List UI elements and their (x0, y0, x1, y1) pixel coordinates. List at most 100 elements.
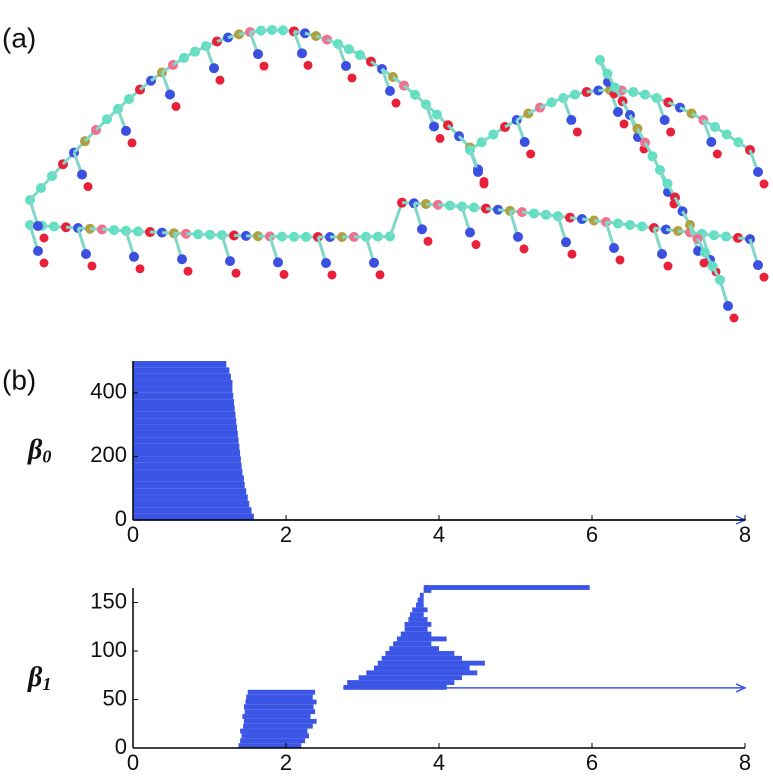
bar (423, 588, 432, 593)
x-tick-label: 8 (739, 750, 751, 775)
y-label-symbol: β (27, 662, 43, 693)
atom (278, 25, 288, 36)
atom (33, 246, 43, 256)
y-tick-label: 100 (90, 637, 127, 662)
arrow-head (735, 683, 747, 693)
bar (133, 361, 227, 368)
atom (297, 48, 307, 59)
bar (133, 430, 238, 438)
bar (133, 507, 252, 514)
bar (133, 367, 230, 374)
atom (279, 269, 289, 279)
bond (388, 202, 404, 237)
atom (177, 254, 187, 265)
bar (419, 592, 424, 598)
atom (83, 182, 93, 192)
atom (81, 248, 91, 259)
bar (241, 733, 309, 739)
bar (133, 500, 250, 508)
bar (133, 399, 234, 406)
bar (242, 714, 311, 719)
bar (389, 646, 439, 652)
atom (273, 257, 283, 268)
atom (347, 73, 357, 83)
x-tick-label: 0 (127, 522, 139, 547)
bar (400, 631, 432, 637)
y-tick-label: 400 (90, 379, 127, 404)
y-tick-label: 0 (115, 506, 127, 531)
bar (245, 699, 317, 705)
atom (619, 119, 629, 129)
atom (659, 115, 670, 126)
y-tick-label: 0 (115, 734, 127, 759)
bar (133, 380, 233, 387)
bar (385, 651, 455, 656)
bar (366, 670, 478, 676)
atom (303, 60, 313, 70)
bar (244, 709, 316, 715)
y-tick-label: 150 (90, 588, 127, 613)
atom (759, 179, 769, 189)
atom (519, 137, 530, 147)
x-tick-label: 8 (739, 522, 751, 547)
atom (613, 107, 623, 117)
atom (129, 251, 139, 262)
atom (729, 313, 739, 323)
bar (133, 424, 238, 431)
x-tick-label: 6 (586, 522, 598, 547)
y-tick-label: 50 (103, 685, 127, 710)
atom (465, 227, 475, 238)
atom (127, 138, 137, 148)
atom (572, 127, 582, 137)
atom (519, 244, 529, 254)
bar (133, 405, 235, 412)
atom (429, 121, 439, 132)
bar (393, 641, 432, 647)
bar (396, 636, 447, 642)
bar (416, 602, 424, 608)
atom (231, 268, 241, 278)
x-tick-label: 4 (433, 750, 445, 775)
x-tick-label: 2 (280, 750, 292, 775)
atom (759, 272, 769, 282)
y-axis-label: β0 (27, 435, 51, 467)
bar (133, 462, 242, 470)
atom (321, 257, 331, 268)
atom (135, 264, 145, 274)
bar (133, 513, 254, 520)
atom (561, 237, 571, 248)
bar (417, 597, 424, 603)
bar (373, 665, 470, 671)
atom (39, 233, 49, 243)
bar (133, 494, 248, 501)
y-label-subscript: 0 (42, 447, 51, 467)
atom (566, 115, 577, 126)
bar (133, 437, 239, 444)
atom (87, 261, 97, 271)
bar (408, 617, 428, 622)
atom (215, 75, 225, 85)
atom (39, 258, 49, 268)
bar (133, 443, 240, 451)
bar (246, 694, 313, 700)
atom (435, 133, 445, 143)
atom (369, 257, 379, 268)
bar (243, 704, 314, 710)
x-tick-label: 2 (280, 522, 292, 547)
bar (377, 660, 485, 666)
bar (133, 475, 244, 482)
atom (526, 149, 536, 159)
molecule-image (25, 25, 769, 323)
bar (133, 386, 233, 393)
bar (404, 626, 428, 632)
atom (706, 137, 717, 147)
atom (666, 127, 676, 137)
atom (165, 89, 175, 100)
atom (183, 266, 193, 276)
y-tick-label: 200 (90, 442, 127, 467)
atom (699, 258, 709, 268)
bar (133, 411, 236, 419)
atom (615, 255, 625, 265)
atom (471, 240, 481, 250)
panel-label: (a) (2, 22, 36, 53)
